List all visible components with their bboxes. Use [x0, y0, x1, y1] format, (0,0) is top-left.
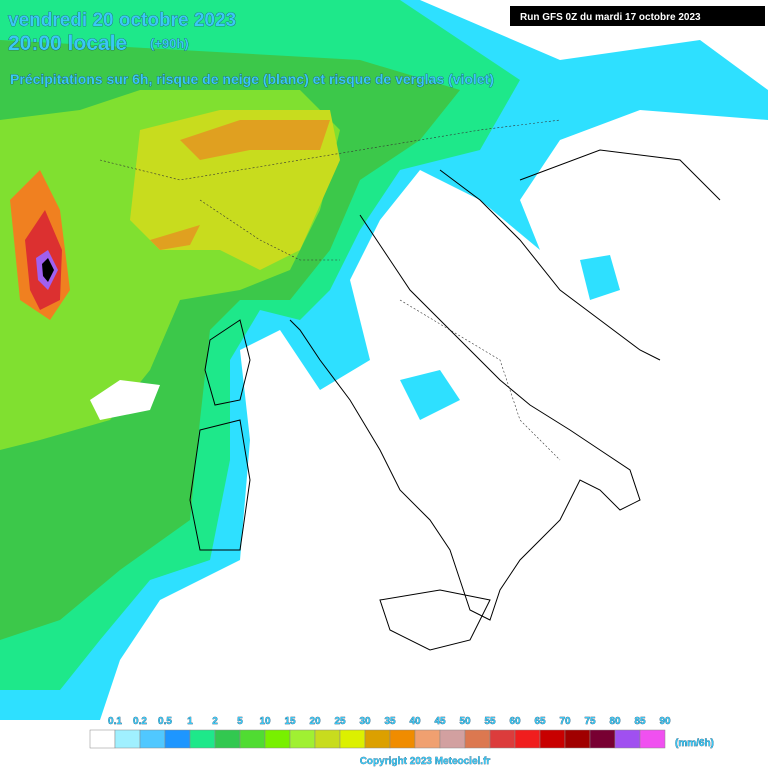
legend-label: 0.5: [158, 716, 172, 727]
legend-swatch: [489, 729, 516, 749]
legend-swatch: [139, 729, 166, 749]
legend-label: 80: [609, 716, 621, 727]
legend-label: 90: [659, 716, 671, 727]
legend-swatch: [514, 729, 541, 749]
legend-label: 60: [509, 716, 521, 727]
legend-swatch: [89, 729, 116, 749]
run-box: [510, 6, 765, 26]
legend-swatch: [189, 729, 216, 749]
legend-label: 15: [284, 716, 296, 727]
legend-label: 10: [259, 716, 271, 727]
legend-label: 25: [334, 716, 346, 727]
legend-swatch: [314, 729, 341, 749]
legend-swatch: [214, 729, 241, 749]
legend-label: 5: [237, 716, 243, 727]
legend-label: 85: [634, 716, 646, 727]
legend-swatch: [364, 729, 391, 749]
run-info: Run GFS 0Z du mardi 17 octobre 2023: [520, 12, 701, 23]
legend-unit: (mm/6h): [675, 738, 714, 749]
copyright: Copyright 2023 Meteociel.fr: [360, 756, 491, 767]
legend-label: 1: [187, 716, 193, 727]
legend-label: 2: [212, 716, 218, 727]
forecast-offset: (+90h): [150, 36, 189, 51]
legend-label: 70: [559, 716, 571, 727]
date-title: vendredi 20 octobre 2023: [8, 10, 236, 31]
time-title: 20:00 locale: [8, 32, 127, 55]
legend-swatch: [614, 729, 641, 749]
legend-label: 40: [409, 716, 421, 727]
legend-label: 20: [309, 716, 321, 727]
legend-label: 0.2: [133, 716, 147, 727]
legend-swatch: [414, 729, 441, 749]
legend-swatch: [389, 729, 416, 749]
legend-swatch: [114, 729, 141, 749]
legend-label: 35: [384, 716, 396, 727]
legend-swatch: [289, 729, 316, 749]
legend-label: 75: [584, 716, 596, 727]
subtitle: Précipitations sur 6h, risque de neige (…: [10, 71, 494, 87]
legend-swatch: [164, 729, 191, 749]
legend-swatch: [589, 729, 616, 749]
legend-label: 65: [534, 716, 546, 727]
legend-swatch: [339, 729, 366, 749]
legend-label: 45: [434, 716, 446, 727]
precipitation-field: [0, 0, 768, 720]
legend-swatch: [464, 729, 491, 749]
legend: 0.1 0.2 0.5 1 2 5 10 15 20 25 30 35 40 45 50 55 60 65 70 75…: [89, 716, 671, 749]
legend-label: 55: [484, 716, 496, 727]
coastline: [99, 119, 721, 651]
legend-swatch: [239, 729, 266, 749]
legend-label: 0.1: [108, 716, 122, 727]
legend-label: 50: [459, 716, 471, 727]
legend-swatch: [264, 729, 291, 749]
legend-swatch: [564, 729, 591, 749]
legend-swatch: [439, 729, 466, 749]
legend-label: 30: [359, 716, 371, 727]
legend-swatch: [539, 729, 566, 749]
legend-swatch: [639, 729, 666, 749]
